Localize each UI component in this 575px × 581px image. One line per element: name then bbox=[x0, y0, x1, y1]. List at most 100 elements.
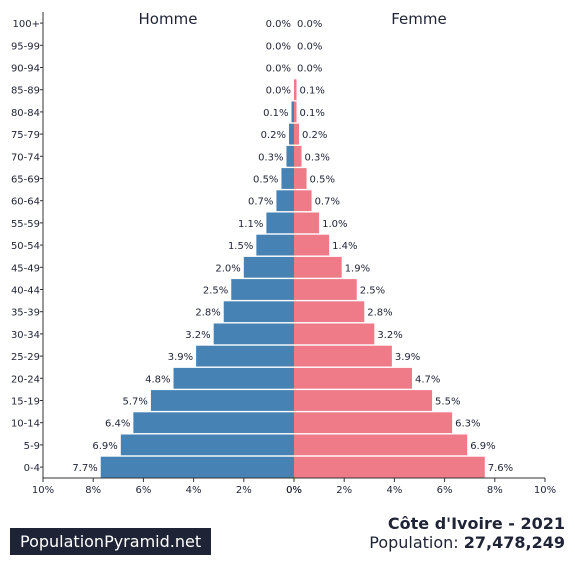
x-tick-label-left: 2% bbox=[236, 485, 252, 496]
female-value-label: 6.3% bbox=[455, 419, 480, 430]
age-group-label: 25-29 bbox=[11, 352, 40, 363]
female-bar bbox=[294, 279, 357, 300]
male-bar bbox=[231, 279, 294, 300]
female-value-label: 1.9% bbox=[345, 263, 370, 274]
male-series-title: Homme bbox=[139, 10, 198, 28]
age-group-label: 60-64 bbox=[11, 197, 40, 208]
x-tick-label-right: 2% bbox=[336, 485, 352, 496]
x-tick-label-left: 6% bbox=[135, 485, 151, 496]
male-value-label: 0.7% bbox=[248, 197, 273, 208]
x-tick-label-right: 8% bbox=[487, 485, 503, 496]
x-tick-label-left: 8% bbox=[85, 485, 101, 496]
female-bar bbox=[294, 101, 297, 123]
female-value-label: 0.2% bbox=[302, 130, 327, 141]
female-bar bbox=[294, 212, 320, 234]
male-value-label: 7.7% bbox=[72, 463, 97, 474]
x-tick-label-right: 6% bbox=[437, 485, 453, 496]
age-group-label: 95-99 bbox=[11, 41, 40, 52]
x-tick-label-right: 0% bbox=[286, 485, 302, 496]
female-value-label: 1.0% bbox=[322, 219, 347, 230]
x-tick-label-left: 10% bbox=[32, 485, 54, 496]
male-value-label: 0.0% bbox=[266, 19, 291, 30]
male-value-label: 0.1% bbox=[263, 108, 288, 119]
female-value-label: 2.5% bbox=[360, 286, 385, 297]
female-bar bbox=[294, 412, 453, 434]
age-group-label: 75-79 bbox=[11, 130, 40, 141]
female-value-label: 1.4% bbox=[332, 241, 357, 252]
age-group-label: 70-74 bbox=[11, 152, 40, 163]
female-bar bbox=[294, 79, 297, 101]
male-bar bbox=[196, 345, 294, 367]
male-value-label: 0.5% bbox=[253, 175, 278, 186]
age-group-label: 45-49 bbox=[11, 263, 40, 274]
male-value-label: 2.8% bbox=[195, 308, 220, 319]
male-bar bbox=[281, 168, 294, 189]
female-bar bbox=[294, 367, 412, 389]
male-bar bbox=[256, 234, 294, 256]
female-bar bbox=[294, 345, 392, 367]
female-value-label: 0.0% bbox=[297, 19, 322, 30]
male-value-label: 0.2% bbox=[261, 130, 286, 141]
male-bar bbox=[100, 456, 294, 478]
population-label: Population: bbox=[369, 533, 459, 552]
male-bar bbox=[276, 190, 294, 212]
female-value-label: 0.0% bbox=[297, 41, 322, 52]
age-group-label: 20-24 bbox=[11, 374, 40, 385]
age-group-label: 35-39 bbox=[11, 308, 40, 319]
brand-logo[interactable]: PopulationPyramid.net bbox=[10, 528, 212, 555]
male-bar bbox=[133, 412, 294, 434]
female-bar bbox=[294, 256, 342, 278]
male-value-label: 1.5% bbox=[228, 241, 253, 252]
male-value-label: 4.8% bbox=[145, 374, 170, 385]
female-value-label: 0.1% bbox=[300, 108, 325, 119]
population-value: 27,478,249 bbox=[463, 533, 565, 552]
male-value-label: 0.0% bbox=[266, 64, 291, 75]
female-bar bbox=[294, 323, 375, 345]
age-group-label: 0-4 bbox=[24, 463, 40, 474]
age-group-label: 5-9 bbox=[24, 441, 40, 452]
male-value-label: 2.0% bbox=[215, 263, 240, 274]
female-value-label: 0.3% bbox=[305, 152, 330, 163]
female-value-label: 6.9% bbox=[470, 441, 495, 452]
female-value-label: 4.7% bbox=[415, 374, 440, 385]
female-value-label: 0.5% bbox=[310, 175, 335, 186]
age-group-label: 50-54 bbox=[11, 241, 40, 252]
female-bar bbox=[294, 234, 330, 256]
female-bar bbox=[294, 190, 312, 212]
male-bar bbox=[150, 390, 294, 411]
male-value-label: 3.9% bbox=[168, 352, 193, 363]
female-bar bbox=[294, 390, 433, 411]
age-group-label: 65-69 bbox=[11, 175, 40, 186]
female-value-label: 0.7% bbox=[315, 197, 340, 208]
male-bar bbox=[266, 212, 294, 234]
male-value-label: 0.0% bbox=[266, 86, 291, 97]
male-value-label: 6.4% bbox=[105, 419, 130, 430]
age-group-label: 90-94 bbox=[11, 64, 40, 75]
female-value-label: 3.9% bbox=[395, 352, 420, 363]
male-bar bbox=[286, 145, 294, 167]
female-bar bbox=[294, 301, 365, 323]
age-group-label: 100+ bbox=[13, 19, 40, 30]
x-tick-label-left: 0% bbox=[286, 485, 302, 496]
population-total: Population: 27,478,249 bbox=[369, 533, 565, 552]
male-value-label: 6.9% bbox=[92, 441, 117, 452]
female-bar bbox=[294, 434, 468, 456]
female-value-label: 5.5% bbox=[435, 397, 460, 408]
country-year-title: Côte d'Ivoire - 2021 bbox=[387, 514, 565, 533]
male-bar bbox=[243, 256, 294, 278]
male-bar bbox=[120, 434, 294, 456]
female-value-label: 0.1% bbox=[300, 86, 325, 97]
age-group-label: 85-89 bbox=[11, 86, 40, 97]
female-series-title: Femme bbox=[391, 10, 447, 28]
x-tick-label-right: 10% bbox=[534, 485, 556, 496]
male-value-label: 3.2% bbox=[185, 330, 210, 341]
male-bar bbox=[213, 323, 294, 345]
male-value-label: 0.0% bbox=[266, 41, 291, 52]
age-group-label: 55-59 bbox=[11, 219, 40, 230]
female-bar bbox=[294, 123, 300, 145]
age-group-label: 30-34 bbox=[11, 330, 40, 341]
male-bar bbox=[288, 123, 294, 145]
x-tick-label-left: 4% bbox=[186, 485, 202, 496]
male-value-label: 2.5% bbox=[203, 286, 228, 297]
